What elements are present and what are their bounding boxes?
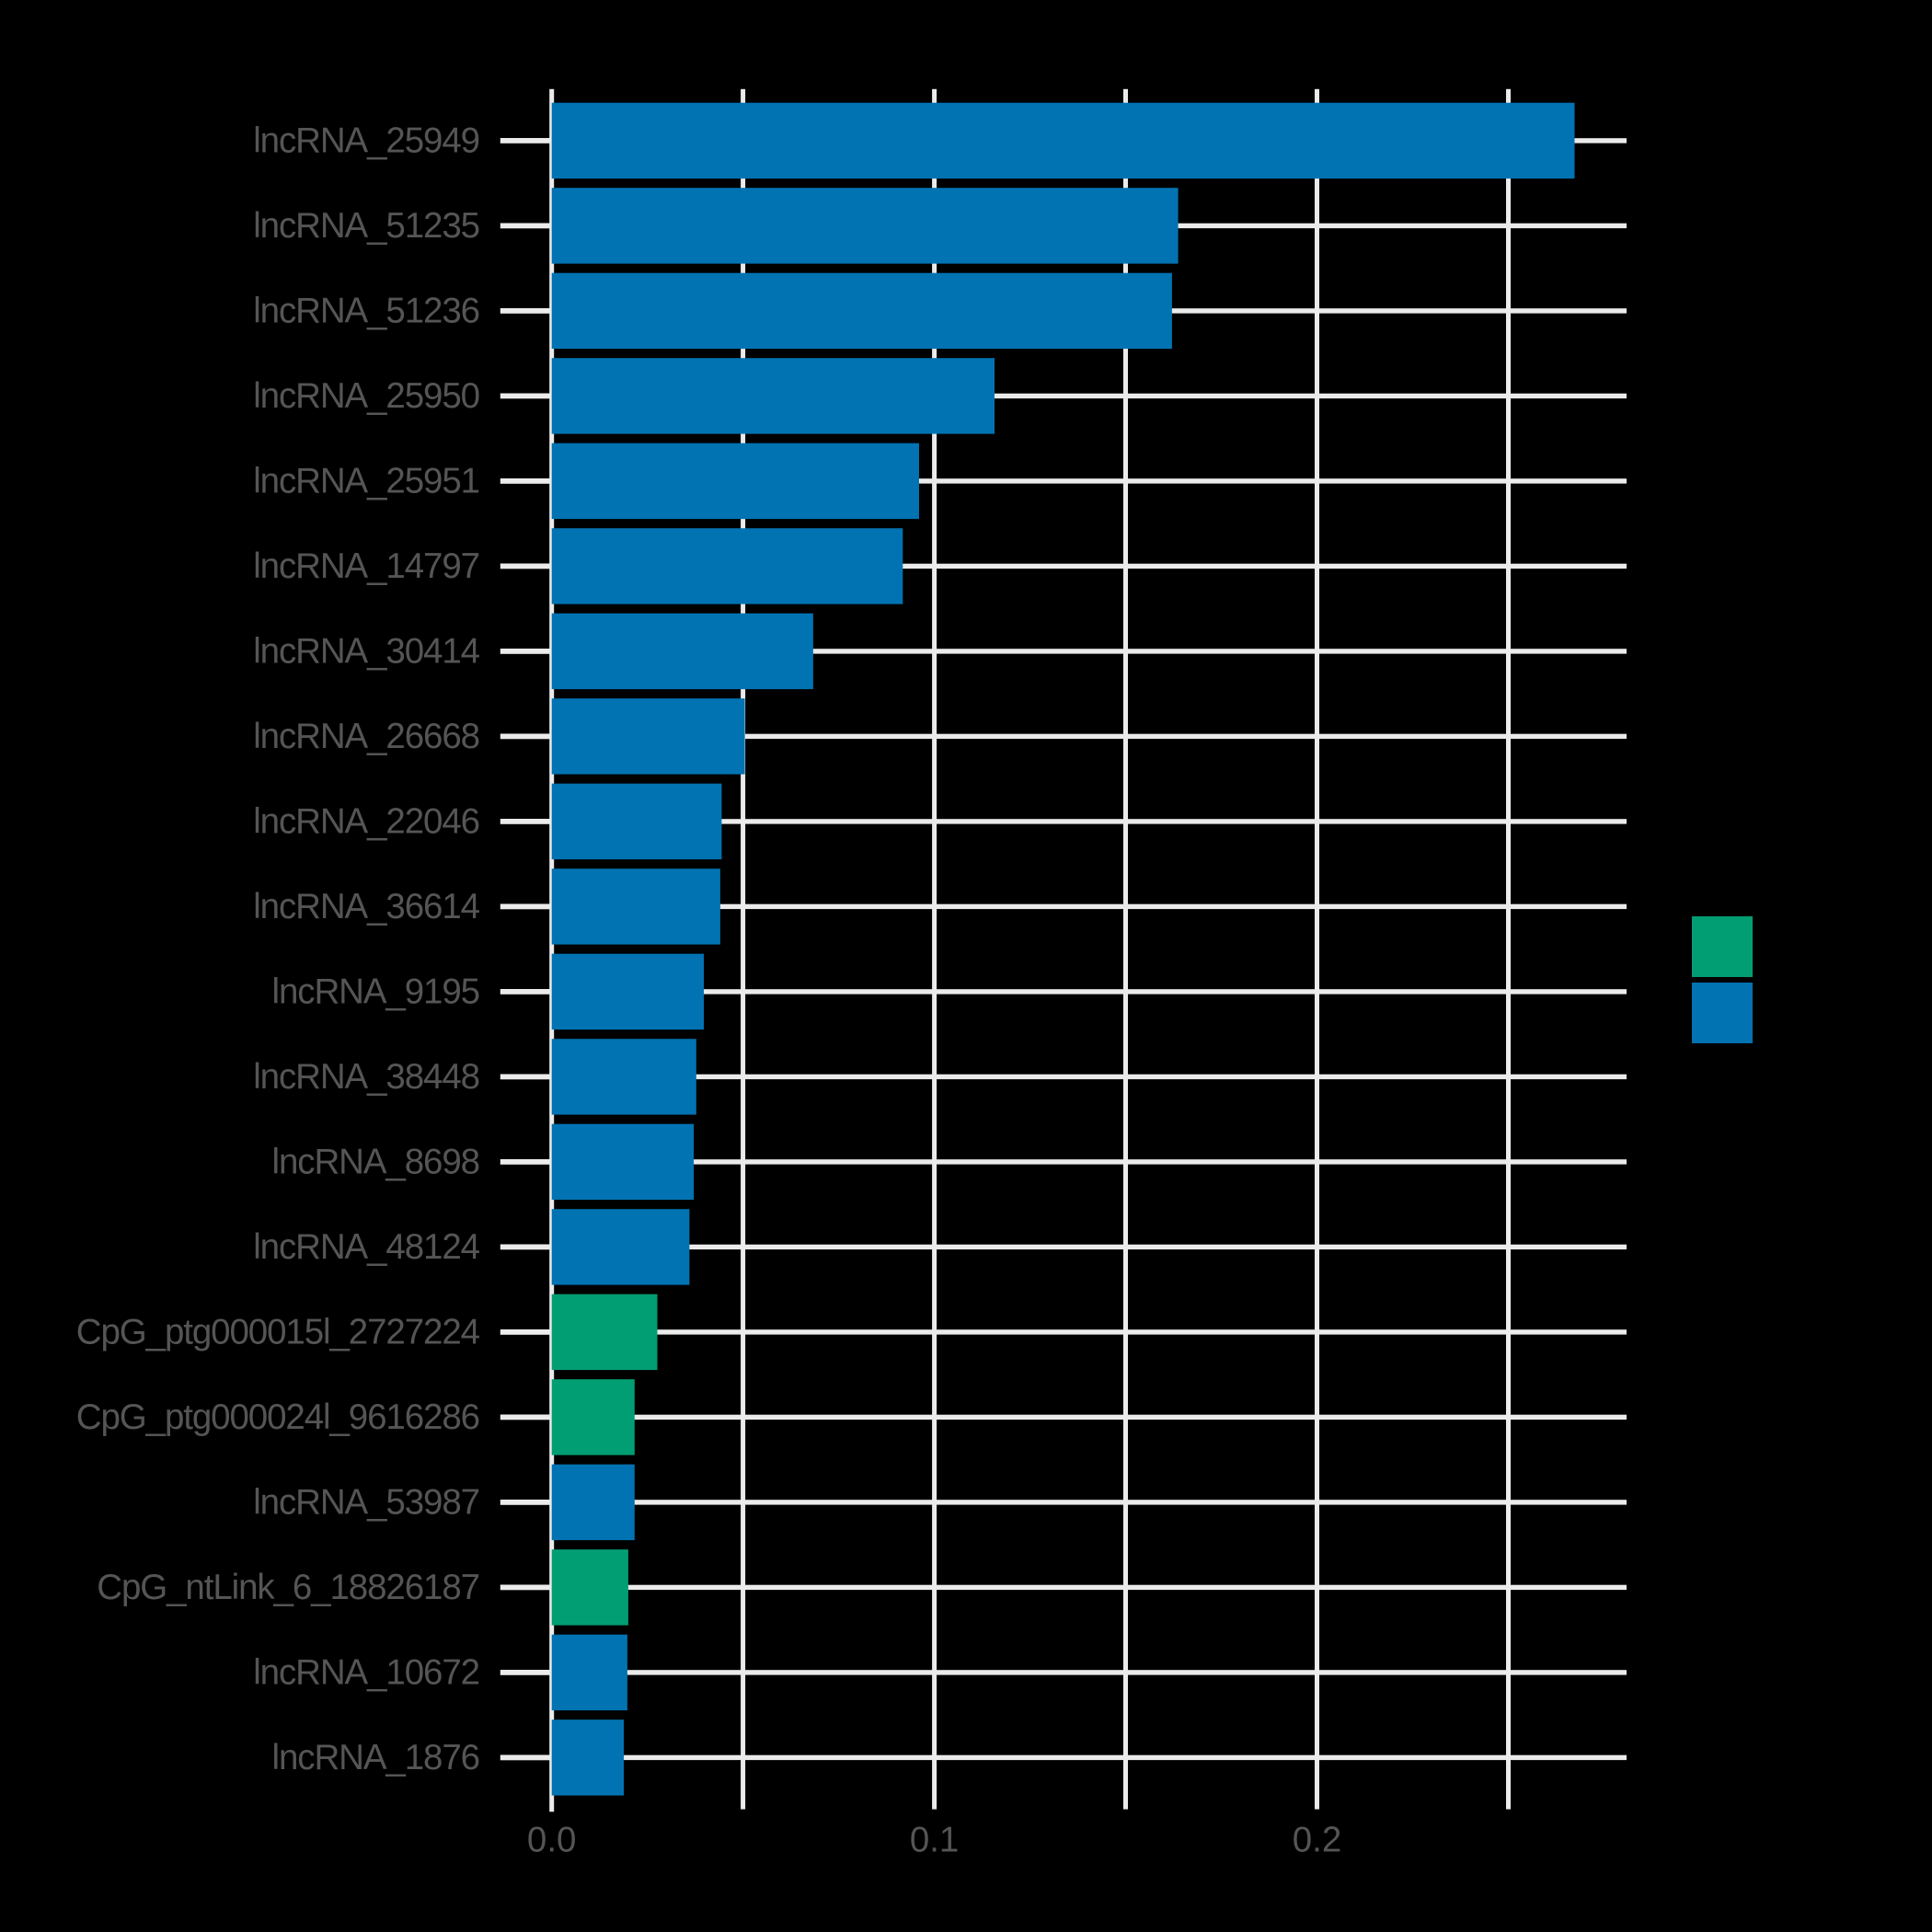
svg-text:lncRNA_36614: lncRNA_36614 <box>253 887 479 926</box>
svg-text:lncRNA_10672: lncRNA_10672 <box>253 1652 479 1692</box>
svg-text:lncRNA_38448: lncRNA_38448 <box>253 1057 479 1097</box>
svg-text:lncRNA_48124: lncRNA_48124 <box>253 1227 479 1267</box>
svg-text:lncRNA_53987: lncRNA_53987 <box>253 1482 479 1522</box>
svg-text:lncRNA_25951: lncRNA_25951 <box>253 461 479 500</box>
svg-text:lncRNA_51236: lncRNA_51236 <box>253 291 479 330</box>
svg-text:lncRNA_30414: lncRNA_30414 <box>253 631 479 671</box>
svg-text:CpG_ptg000015l_2727224: CpG_ptg000015l_2727224 <box>76 1312 480 1351</box>
svg-text:lncRNA_9195: lncRNA_9195 <box>272 972 479 1011</box>
svg-text:lncRNA_26668: lncRNA_26668 <box>253 717 479 756</box>
svg-text:lncRNA_25950: lncRNA_25950 <box>253 376 479 416</box>
svg-text:lncRNA_25949: lncRNA_25949 <box>253 121 479 160</box>
svg-text:lncRNA_8698: lncRNA_8698 <box>272 1142 479 1181</box>
svg-text:CpG_ntLink_6_18826187: CpG_ntLink_6_18826187 <box>97 1568 479 1607</box>
svg-text:lncRNA_51235: lncRNA_51235 <box>253 206 479 246</box>
svg-text:0.1: 0.1 <box>910 1821 960 1860</box>
svg-text:CpG_ptg000024l_9616286: CpG_ptg000024l_9616286 <box>76 1397 479 1437</box>
svg-text:lncRNA_22046: lncRNA_22046 <box>253 801 479 841</box>
svg-text:0.0: 0.0 <box>527 1821 577 1860</box>
svg-text:lncRNA_1876: lncRNA_1876 <box>272 1738 479 1777</box>
svg-text:0.2: 0.2 <box>1293 1821 1342 1860</box>
svg-text:lncRNA_14797: lncRNA_14797 <box>253 546 479 586</box>
